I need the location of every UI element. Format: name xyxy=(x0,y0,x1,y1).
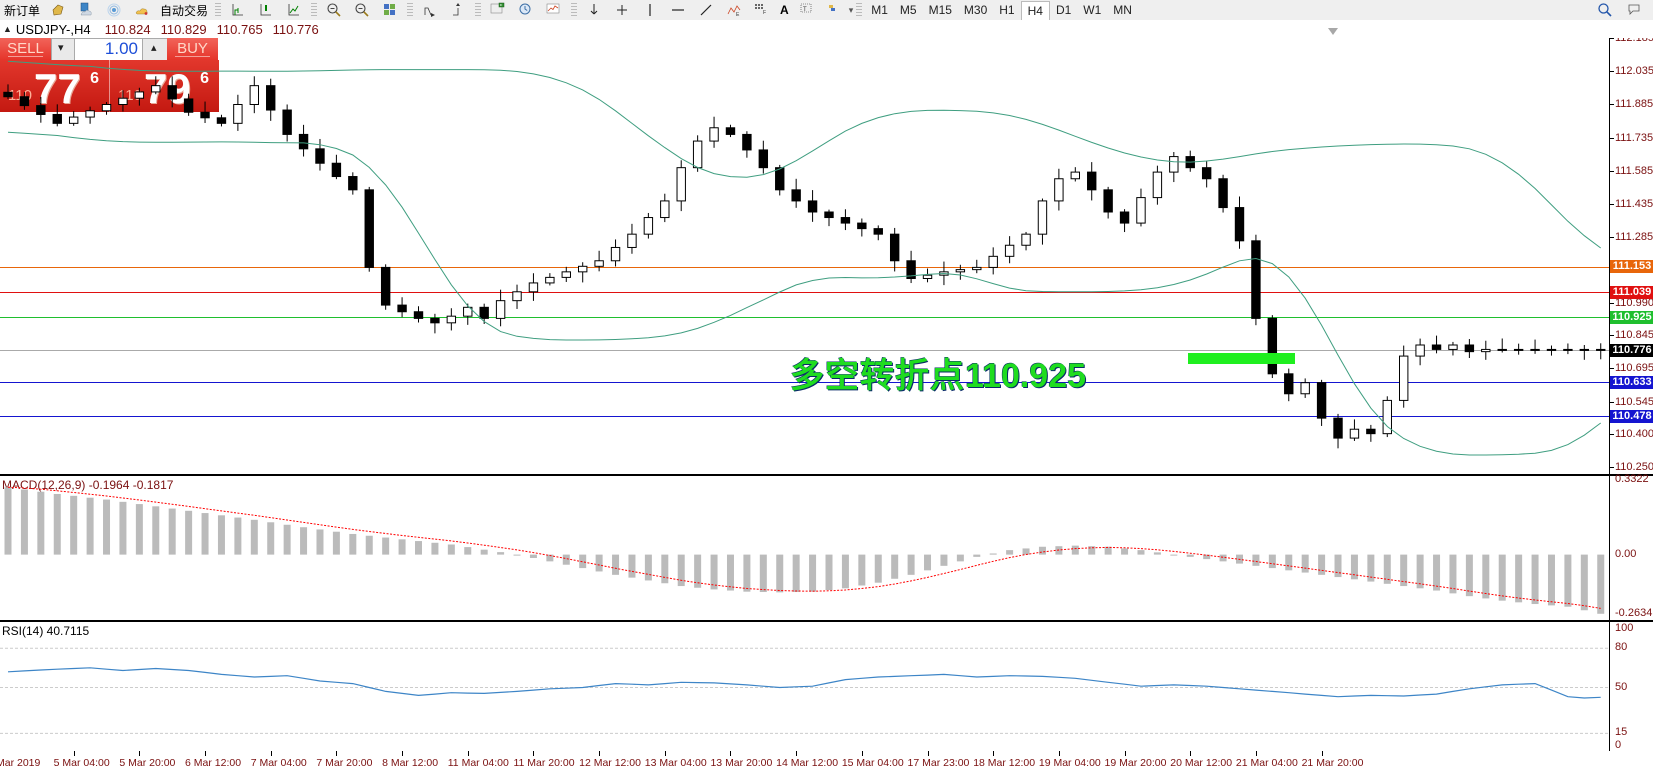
svg-text:E: E xyxy=(736,12,740,18)
svg-text:T: T xyxy=(803,7,807,13)
svg-text:F: F xyxy=(763,10,766,16)
